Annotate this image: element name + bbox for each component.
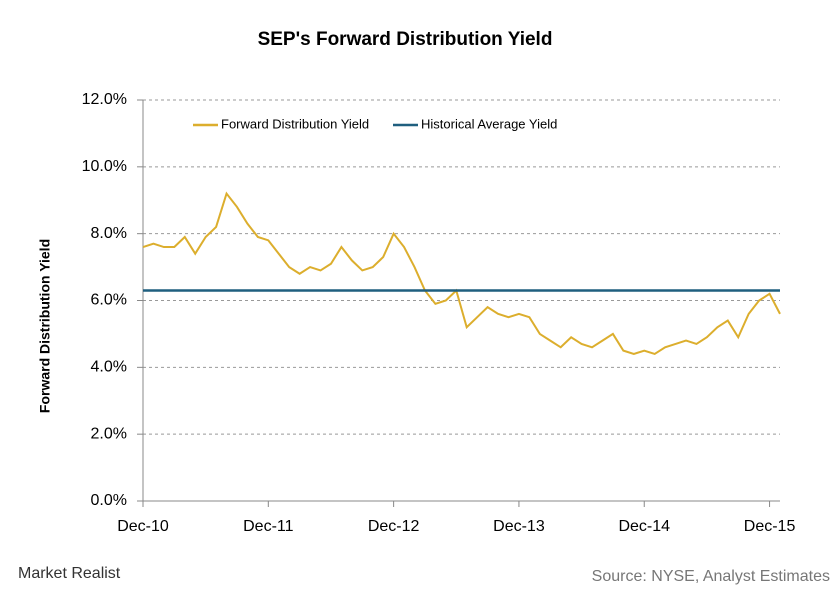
y-tick-label: 2.0% <box>91 425 127 442</box>
y-tick-label: 6.0% <box>91 292 127 309</box>
y-tick-label: 8.0% <box>91 225 127 242</box>
x-tick-label: Dec-15 <box>744 518 796 535</box>
legend-label: Forward Distribution Yield <box>221 116 369 131</box>
line <box>142 191 781 356</box>
y-tick-label: 4.0% <box>91 359 127 376</box>
chart-title: SEP's Forward Distribution Yield <box>258 29 553 50</box>
y-tick-label: 10.0% <box>82 158 127 175</box>
x-tick-label: Dec-11 <box>243 518 293 535</box>
x-tick-label: Dec-12 <box>368 518 420 535</box>
legend-label: Historical Average Yield <box>421 116 557 131</box>
x-tick-label: Dec-10 <box>117 518 169 535</box>
x-tick-label: Dec-13 <box>493 518 545 535</box>
y-tick-label: 0.0% <box>91 492 127 509</box>
source: Source: NYSE, Analyst Estimates <box>592 568 830 585</box>
y-axis-label: Forward Distribution Yield <box>37 239 53 413</box>
y-tick-label: 12.0% <box>82 91 127 108</box>
brand: Market Realist <box>18 565 121 582</box>
x-tick-label: Dec-14 <box>618 518 670 535</box>
